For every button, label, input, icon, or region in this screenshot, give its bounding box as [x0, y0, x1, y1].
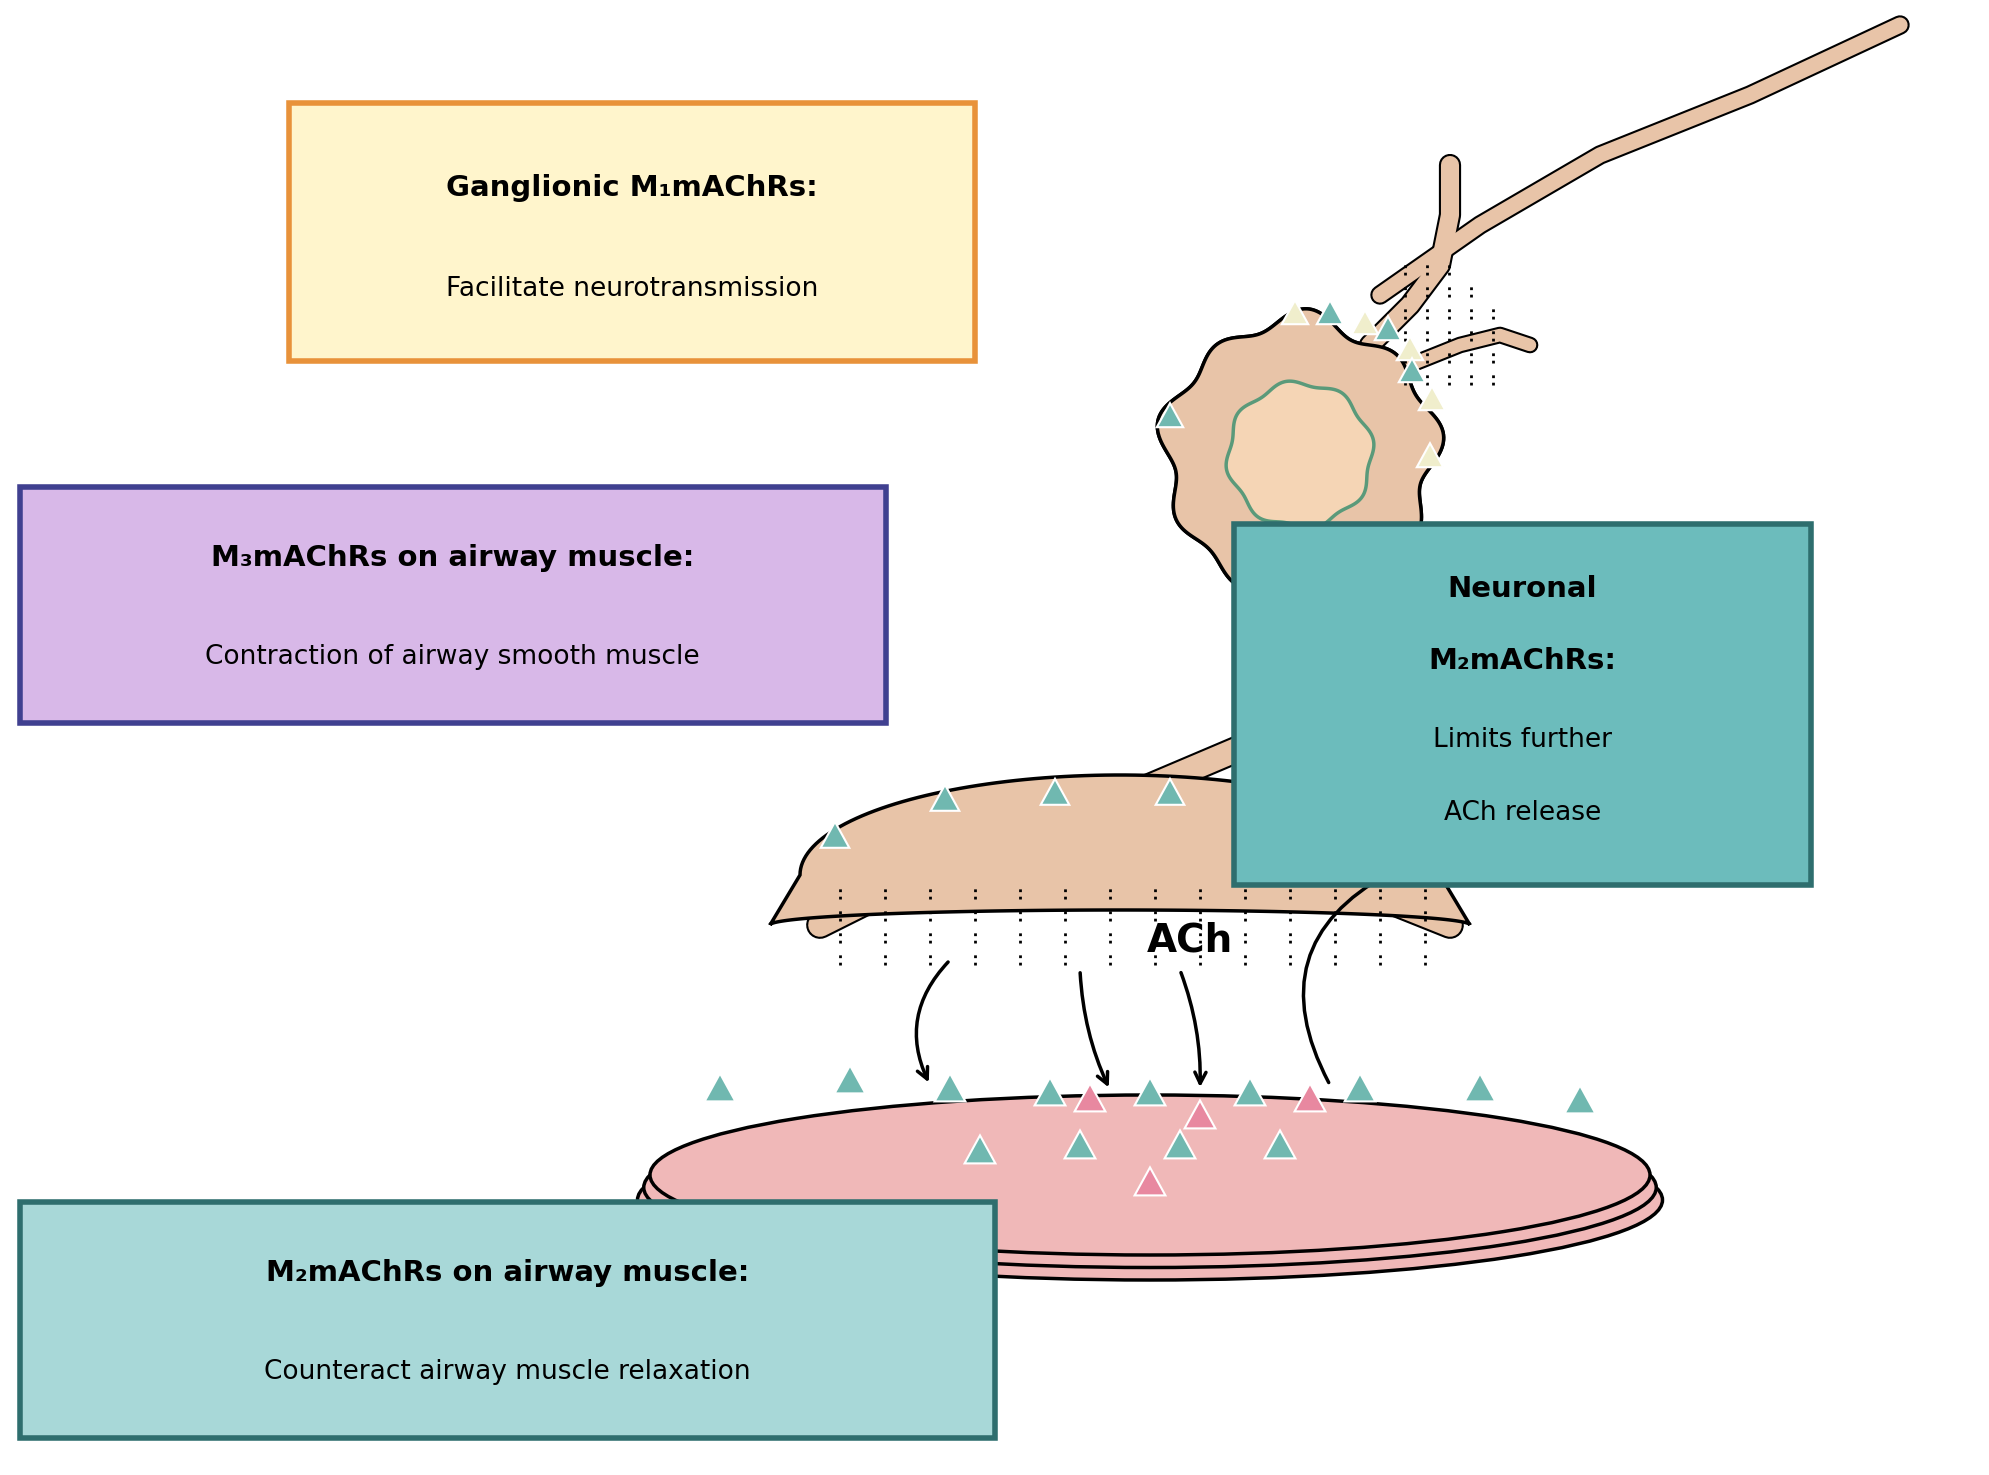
Text: Ganglionic M₁mAChRs:: Ganglionic M₁mAChRs: [446, 174, 817, 202]
Polygon shape [1225, 381, 1372, 530]
Polygon shape [1040, 779, 1068, 805]
Text: ACh: ACh [1146, 920, 1233, 959]
Polygon shape [1158, 308, 1442, 591]
Polygon shape [1345, 1074, 1374, 1102]
Polygon shape [1396, 832, 1426, 858]
Polygon shape [1416, 442, 1442, 468]
Polygon shape [965, 1136, 994, 1164]
Polygon shape [1464, 1074, 1494, 1102]
Polygon shape [1134, 1077, 1166, 1105]
Polygon shape [1156, 779, 1183, 805]
FancyBboxPatch shape [20, 1202, 994, 1438]
Text: M₂mAChRs on airway muscle:: M₂mAChRs on airway muscle: [267, 1260, 748, 1286]
Text: Facilitate neurotransmission: Facilitate neurotransmission [446, 276, 817, 302]
Polygon shape [1263, 1130, 1295, 1158]
Polygon shape [1134, 1167, 1166, 1195]
Polygon shape [1281, 301, 1307, 324]
Polygon shape [931, 785, 959, 811]
Polygon shape [1351, 310, 1378, 335]
Polygon shape [1396, 336, 1422, 360]
Ellipse shape [650, 1094, 1649, 1255]
Polygon shape [770, 774, 1470, 925]
Polygon shape [1183, 1100, 1215, 1128]
Polygon shape [1295, 1084, 1325, 1111]
Polygon shape [1164, 1130, 1195, 1158]
Text: Neuronal: Neuronal [1446, 575, 1597, 603]
Polygon shape [1261, 789, 1289, 814]
Polygon shape [1233, 1077, 1265, 1105]
FancyBboxPatch shape [20, 487, 885, 723]
Polygon shape [1074, 1084, 1104, 1111]
FancyBboxPatch shape [288, 103, 975, 361]
Text: ACh release: ACh release [1442, 799, 1601, 826]
Text: M₃mAChRs on airway muscle:: M₃mAChRs on airway muscle: [211, 544, 694, 571]
Polygon shape [819, 822, 849, 848]
Polygon shape [1064, 1130, 1094, 1158]
Text: M₂mAChRs:: M₂mAChRs: [1428, 648, 1615, 676]
Polygon shape [935, 1074, 965, 1102]
Polygon shape [704, 1074, 736, 1102]
FancyBboxPatch shape [1233, 524, 1810, 885]
Polygon shape [1158, 308, 1442, 591]
Text: Contraction of airway smooth muscle: Contraction of airway smooth muscle [205, 643, 700, 670]
Polygon shape [1374, 316, 1400, 341]
Ellipse shape [642, 1108, 1655, 1267]
Text: Counteract airway muscle relaxation: Counteract airway muscle relaxation [265, 1358, 750, 1385]
Polygon shape [833, 1065, 865, 1093]
Polygon shape [1034, 1077, 1064, 1105]
Ellipse shape [636, 1120, 1661, 1280]
Polygon shape [1225, 381, 1372, 530]
Polygon shape [1398, 358, 1424, 382]
Polygon shape [1563, 1086, 1595, 1114]
Polygon shape [1156, 403, 1183, 428]
Polygon shape [1317, 301, 1343, 324]
Polygon shape [1418, 386, 1444, 410]
Text: Limits further: Limits further [1432, 727, 1611, 754]
